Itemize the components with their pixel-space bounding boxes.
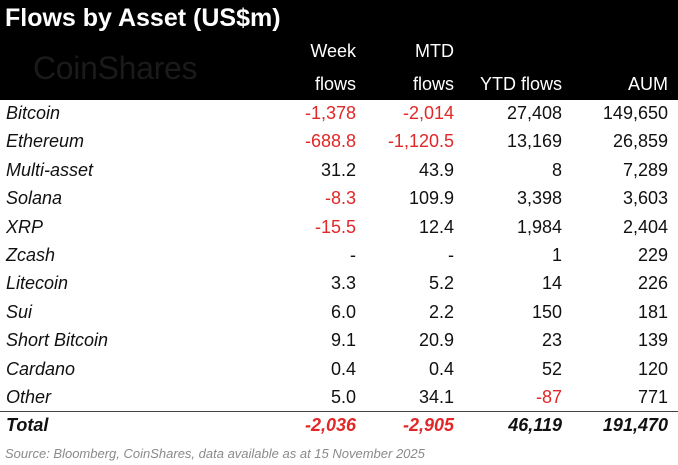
header-mtd-line1: MTD xyxy=(415,41,454,61)
asset-name: Short Bitcoin xyxy=(6,330,109,351)
week-flows: 31.2 xyxy=(320,159,356,180)
ytd-flows: 13,169 xyxy=(506,131,562,152)
aum-value: 2,404 xyxy=(622,216,668,237)
table-row: Solana -8.3 109.9 3,398 3,603 xyxy=(0,184,678,212)
aum-value: 771 xyxy=(637,386,668,407)
table-row: Other 5.0 34.1 -87 771 xyxy=(0,383,678,411)
total-mtd-flows: -2,905 xyxy=(402,415,454,435)
table-row: Sui 6.0 2.2 150 181 xyxy=(0,298,678,326)
aum-value: 139 xyxy=(637,330,668,351)
table-row: Ethereum -688.8 -1,120.5 13,169 26,859 xyxy=(0,127,678,155)
ytd-flows: 150 xyxy=(531,301,562,322)
mtd-flows: 43.9 xyxy=(418,159,454,180)
table-body: Bitcoin -1,378 -2,014 27,408 149,650 Ethereum… xyxy=(0,99,678,411)
asset-name: Zcash xyxy=(6,244,56,265)
mtd-flows: 109.9 xyxy=(408,188,454,209)
mtd-flows: 2.2 xyxy=(428,301,454,322)
ytd-flows: -87 xyxy=(535,386,562,407)
table-row: XRP -15.5 12.4 1,984 2,404 xyxy=(0,213,678,241)
table-row: Zcash - - 1 229 xyxy=(0,241,678,269)
ytd-flows: 3,398 xyxy=(516,188,562,209)
aum-value: 26,859 xyxy=(612,131,668,152)
table-row: Multi-asset 31.2 43.9 8 7,289 xyxy=(0,156,678,184)
mtd-flows: 12.4 xyxy=(418,216,454,237)
asset-name: XRP xyxy=(6,216,44,237)
header-aum: AUM xyxy=(628,74,668,94)
mtd-flows: 20.9 xyxy=(418,330,454,351)
total-label: Total xyxy=(6,415,49,435)
total-aum: 191,470 xyxy=(602,415,668,435)
asset-name: Multi-asset xyxy=(6,159,94,180)
week-flows: -1,378 xyxy=(304,103,356,123)
aum-value: 226 xyxy=(637,273,668,294)
header-mtd-line2: flows xyxy=(412,74,454,94)
table-row: Short Bitcoin 9.1 20.9 23 139 xyxy=(0,326,678,354)
mtd-flows: 34.1 xyxy=(418,386,454,407)
aum-value: 3,603 xyxy=(622,188,668,209)
week-flows: 6.0 xyxy=(330,301,356,322)
total-divider xyxy=(0,411,678,412)
week-flows: 9.1 xyxy=(330,330,356,351)
week-flows: 3.3 xyxy=(330,273,356,294)
header-week-line2: flows xyxy=(314,74,356,94)
aum-value: 120 xyxy=(637,358,668,379)
ytd-flows: 52 xyxy=(541,358,562,379)
header-week-line1: Week xyxy=(310,41,356,61)
mtd-flows: -2,014 xyxy=(402,103,454,123)
total-row: Total -2,036 -2,905 46,119 191,470 xyxy=(0,412,678,442)
table-header-band: Flows by Asset (US$m) CoinShares Week fl… xyxy=(0,0,678,100)
week-flows: -15.5 xyxy=(314,216,356,237)
week-flows: 0.4 xyxy=(330,358,356,379)
source-note: Source: Bloomberg, CoinShares, data avai… xyxy=(5,446,425,461)
coinshares-logo: CoinShares xyxy=(33,50,198,86)
asset-name: Cardano xyxy=(6,358,76,379)
week-flows: - xyxy=(350,244,356,265)
ytd-flows: 23 xyxy=(541,330,562,351)
ytd-flows: 1,984 xyxy=(516,216,562,237)
week-flows: -688.8 xyxy=(304,131,356,152)
ytd-flows: 1 xyxy=(551,244,562,265)
mtd-flows: - xyxy=(448,244,454,265)
table-row: Litecoin 3.3 5.2 14 226 xyxy=(0,269,678,297)
total-week-flows: -2,036 xyxy=(304,415,356,435)
mtd-flows: 0.4 xyxy=(428,358,454,379)
ytd-flows: 27,408 xyxy=(506,103,562,123)
aum-value: 149,650 xyxy=(602,103,668,123)
asset-name: Bitcoin xyxy=(6,103,61,123)
week-flows: -8.3 xyxy=(324,188,356,209)
asset-name: Solana xyxy=(6,188,63,209)
asset-name: Other xyxy=(6,386,52,407)
week-flows: 5.0 xyxy=(330,386,356,407)
asset-name: Sui xyxy=(6,301,33,322)
ytd-flows: 8 xyxy=(551,159,562,180)
ytd-flows: 14 xyxy=(541,273,562,294)
table-row: Cardano 0.4 0.4 52 120 xyxy=(0,355,678,383)
aum-value: 229 xyxy=(637,244,668,265)
mtd-flows: -1,120.5 xyxy=(387,131,454,152)
mtd-flows: 5.2 xyxy=(428,273,454,294)
total-ytd-flows: 46,119 xyxy=(508,415,562,435)
aum-value: 7,289 xyxy=(622,159,668,180)
table-title: Flows by Asset (US$m) xyxy=(5,4,281,32)
aum-value: 181 xyxy=(637,301,668,322)
asset-name: Ethereum xyxy=(6,131,85,152)
header-ytd: YTD flows xyxy=(479,74,562,94)
table-row: Bitcoin -1,378 -2,014 27,408 149,650 xyxy=(0,99,678,127)
asset-name: Litecoin xyxy=(6,273,69,294)
